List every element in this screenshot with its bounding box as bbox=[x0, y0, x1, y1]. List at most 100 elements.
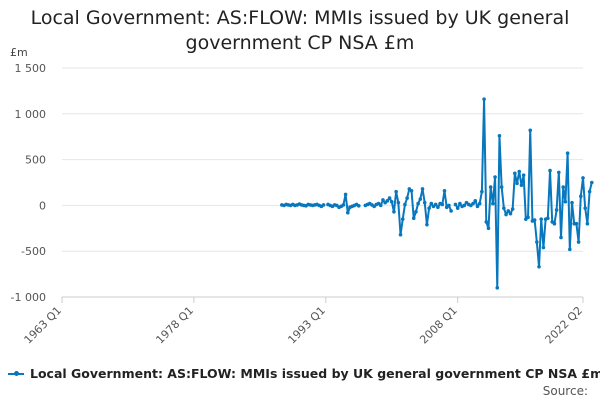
data-point[interactable] bbox=[557, 170, 561, 175]
data-point[interactable] bbox=[482, 97, 486, 101]
data-point[interactable] bbox=[532, 218, 537, 222]
data-point[interactable] bbox=[502, 206, 506, 210]
series-local-government-mmis[interactable] bbox=[280, 97, 594, 290]
data-point[interactable] bbox=[579, 194, 583, 199]
data-point[interactable] bbox=[480, 189, 484, 194]
data-point[interactable] bbox=[574, 221, 579, 226]
data-point[interactable] bbox=[519, 183, 524, 188]
data-point[interactable] bbox=[587, 189, 592, 194]
data-point[interactable] bbox=[471, 201, 475, 206]
data-point[interactable] bbox=[526, 215, 530, 220]
data-point[interactable] bbox=[477, 201, 482, 206]
data-point[interactable] bbox=[541, 245, 546, 250]
data-point[interactable] bbox=[378, 203, 383, 208]
data-point[interactable] bbox=[535, 240, 539, 244]
data-point[interactable] bbox=[422, 200, 427, 205]
data-point[interactable] bbox=[539, 217, 544, 221]
legend-label: Local Government: AS:FLOW: MMIs issued b… bbox=[30, 366, 600, 381]
data-point[interactable] bbox=[563, 199, 568, 204]
source-label: Source: bbox=[542, 384, 588, 398]
data-point[interactable] bbox=[440, 202, 445, 207]
data-point[interactable] bbox=[528, 128, 533, 133]
data-point[interactable] bbox=[581, 176, 585, 180]
data-point[interactable] bbox=[392, 210, 396, 214]
data-point[interactable] bbox=[343, 192, 348, 197]
data-point[interactable] bbox=[449, 209, 453, 213]
data-point[interactable] bbox=[497, 133, 502, 138]
data-point[interactable] bbox=[486, 226, 491, 231]
chart-title: Local Government: AS:FLOW: MMIs issued b… bbox=[0, 6, 600, 56]
data-point[interactable] bbox=[442, 188, 447, 193]
data-point[interactable] bbox=[537, 264, 541, 269]
data-point[interactable] bbox=[429, 201, 434, 206]
x-tick-label: 1993 Q1 bbox=[285, 304, 328, 347]
data-point[interactable] bbox=[493, 175, 497, 179]
data-point[interactable] bbox=[398, 232, 403, 237]
data-point[interactable] bbox=[453, 202, 458, 207]
data-point[interactable] bbox=[394, 189, 398, 194]
series-line bbox=[454, 98, 593, 289]
data-point[interactable] bbox=[473, 199, 478, 203]
data-point[interactable] bbox=[589, 180, 594, 185]
data-point[interactable] bbox=[488, 185, 493, 189]
data-point[interactable] bbox=[436, 205, 440, 210]
series-line bbox=[364, 187, 453, 236]
data-point[interactable] bbox=[548, 168, 552, 173]
data-point[interactable] bbox=[409, 188, 414, 193]
data-point[interactable] bbox=[517, 169, 522, 174]
data-point[interactable] bbox=[515, 181, 519, 186]
data-point[interactable] bbox=[510, 207, 515, 211]
y-tick-label: 1 000 bbox=[15, 108, 47, 121]
data-point[interactable] bbox=[506, 209, 511, 213]
data-point[interactable] bbox=[389, 199, 394, 204]
data-point[interactable] bbox=[568, 247, 572, 252]
data-point[interactable] bbox=[396, 200, 401, 205]
data-point[interactable] bbox=[554, 208, 559, 212]
legend[interactable]: Local Government: AS:FLOW: MMIs issued b… bbox=[8, 366, 600, 381]
data-point[interactable] bbox=[504, 212, 508, 217]
data-point[interactable] bbox=[458, 201, 462, 206]
data-point[interactable] bbox=[403, 202, 407, 207]
legend-swatch-icon bbox=[8, 370, 24, 376]
data-point[interactable] bbox=[447, 203, 451, 208]
data-point[interactable] bbox=[565, 151, 570, 155]
data-point[interactable] bbox=[405, 196, 409, 200]
data-point[interactable] bbox=[552, 221, 557, 226]
x-tick-label: 2022 Q2 bbox=[543, 304, 586, 347]
data-point[interactable] bbox=[462, 203, 467, 208]
data-point[interactable] bbox=[414, 210, 418, 214]
data-point[interactable] bbox=[475, 204, 480, 209]
data-point[interactable] bbox=[491, 201, 495, 206]
data-point[interactable] bbox=[546, 216, 550, 221]
data-point[interactable] bbox=[420, 187, 425, 191]
data-point[interactable] bbox=[425, 222, 429, 227]
data-point[interactable] bbox=[561, 185, 566, 189]
data-point[interactable] bbox=[508, 211, 513, 216]
data-point[interactable] bbox=[433, 202, 438, 207]
data-point[interactable] bbox=[416, 201, 420, 206]
data-point[interactable] bbox=[356, 204, 361, 208]
data-point[interactable] bbox=[499, 185, 504, 189]
data-point[interactable] bbox=[583, 206, 587, 210]
data-point[interactable] bbox=[418, 197, 423, 201]
x-axis: 1963 Q1 1978 Q1 1993 Q1 2008 Q1 2022 Q2 bbox=[22, 296, 586, 347]
data-point[interactable] bbox=[341, 203, 346, 207]
data-point[interactable] bbox=[427, 206, 431, 210]
data-point[interactable] bbox=[521, 173, 526, 177]
data-point[interactable] bbox=[455, 206, 460, 210]
data-point[interactable] bbox=[411, 216, 416, 221]
data-point[interactable] bbox=[576, 240, 581, 244]
data-point[interactable] bbox=[559, 235, 563, 240]
data-point[interactable] bbox=[400, 217, 405, 221]
data-point[interactable] bbox=[570, 200, 574, 205]
data-point[interactable] bbox=[345, 210, 350, 215]
data-point[interactable] bbox=[385, 199, 390, 203]
data-point[interactable] bbox=[381, 198, 385, 202]
data-point[interactable] bbox=[387, 196, 392, 200]
data-point[interactable] bbox=[484, 220, 489, 224]
data-point[interactable] bbox=[495, 286, 500, 290]
data-point[interactable] bbox=[585, 221, 590, 226]
data-point[interactable] bbox=[513, 171, 517, 176]
data-point[interactable] bbox=[321, 203, 326, 207]
